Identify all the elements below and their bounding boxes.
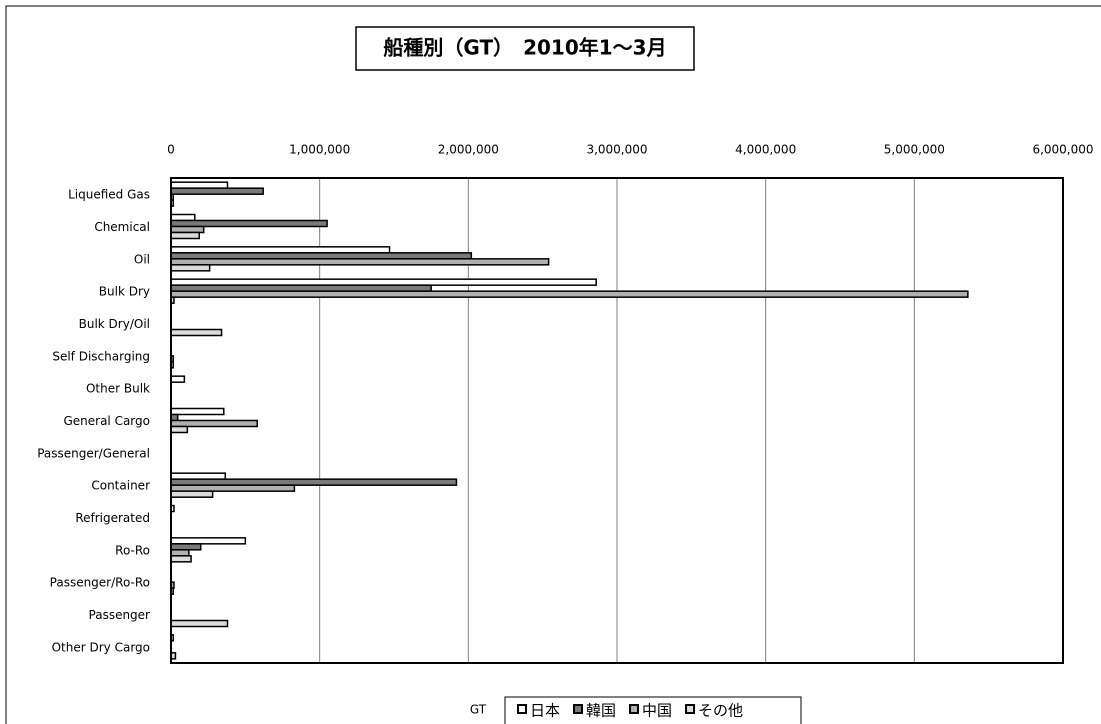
- bar: [170, 472, 227, 480]
- legend-title: GT: [470, 703, 487, 717]
- legend-swatch: [685, 704, 696, 714]
- y-tick-label: Liquefied Gas: [68, 188, 150, 202]
- chart-frame: [5, 5, 1101, 724]
- y-tick-label: Passenger/General: [37, 446, 150, 460]
- y-tick-label: Self Discharging: [52, 349, 150, 363]
- bar: [170, 484, 296, 492]
- x-tick-label: 5,000,000: [884, 143, 945, 157]
- x-tick-label: 6,000,000: [1032, 143, 1093, 157]
- y-tick-label: Chemical: [94, 220, 150, 234]
- y-tick-label: Oil: [134, 252, 150, 266]
- bar: [170, 478, 458, 486]
- bar: [170, 419, 258, 428]
- plot-border: [170, 177, 1064, 664]
- bar: [170, 278, 597, 286]
- legend-label: 日本: [530, 702, 560, 720]
- bar: [170, 258, 550, 266]
- legend-label: 中国: [642, 702, 672, 720]
- y-tick-label: Bulk Dry: [99, 285, 150, 299]
- bar: [170, 413, 179, 422]
- x-tick-label: 2,000,000: [438, 143, 499, 157]
- bar: [170, 549, 190, 557]
- y-tick-label: Container: [91, 479, 150, 493]
- bar: [170, 187, 264, 195]
- x-tick-label: 0: [167, 143, 175, 157]
- bar: [170, 290, 969, 298]
- bar: [170, 328, 223, 337]
- legend-label: 韓国: [586, 702, 616, 720]
- legend-box: [504, 696, 802, 724]
- y-tick-label: Passenger: [89, 608, 151, 622]
- bar: [170, 264, 211, 272]
- bar: [170, 490, 214, 498]
- y-tick-label: Ro-Ro: [115, 543, 150, 557]
- bar: [170, 213, 196, 222]
- bar: [170, 252, 473, 260]
- bar: [170, 231, 200, 240]
- bar: [170, 407, 225, 416]
- y-tick-label: Other Bulk: [86, 382, 150, 396]
- x-tick-label: 1,000,000: [289, 143, 350, 157]
- legend-swatch: [517, 704, 527, 714]
- bar: [170, 284, 432, 292]
- y-tick-label: Passenger/Ro-Ro: [50, 576, 150, 590]
- x-tick-label: 4,000,000: [735, 143, 796, 157]
- bar: [170, 543, 202, 551]
- bar: [170, 425, 189, 434]
- legend-swatch: [573, 704, 584, 714]
- bar: [170, 225, 205, 234]
- chart-title: 船種別（GT） 2010年1～3月: [383, 36, 666, 60]
- legend-label: その他: [698, 702, 743, 720]
- y-tick-label: Other Dry Cargo: [52, 640, 150, 654]
- bar: [170, 219, 328, 228]
- bar: [170, 375, 186, 383]
- y-tick-label: General Cargo: [63, 414, 150, 428]
- x-tick-label: 3,000,000: [586, 143, 647, 157]
- bar: [170, 537, 247, 545]
- bar: [170, 246, 391, 254]
- title-box: [355, 26, 695, 71]
- y-tick-label: Bulk Dry/Oil: [79, 317, 150, 331]
- bar: [170, 181, 229, 189]
- y-tick-label: Refrigerated: [75, 511, 150, 525]
- bar: [170, 619, 229, 628]
- legend-swatch: [629, 704, 640, 714]
- bar: [170, 555, 192, 563]
